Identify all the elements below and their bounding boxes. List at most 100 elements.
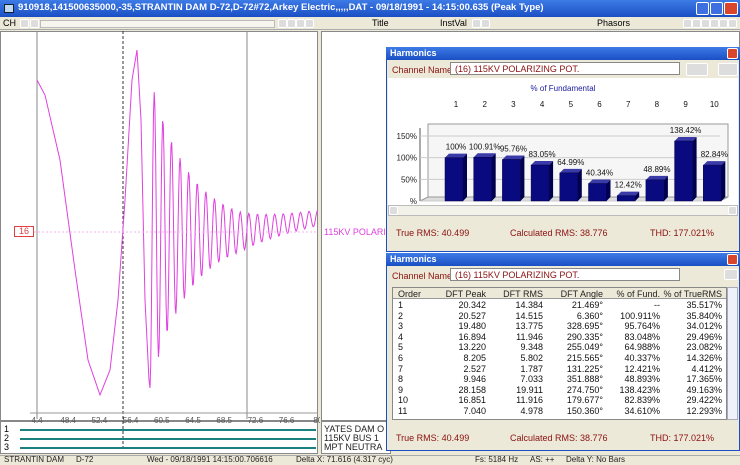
toolbar-button[interactable] (710, 19, 719, 28)
toolbar-phasors: Phasors (597, 18, 631, 28)
table-cell: 35.840% (686, 310, 722, 321)
table-cell: 14.384 (515, 300, 543, 310)
window-title: 910918,141500635000,-35,STRANTIN DAM D-7… (18, 2, 544, 13)
order-label: 9 (683, 100, 688, 109)
table-cell: 131.225° (566, 363, 603, 374)
table-cell: 16.894 (458, 331, 486, 342)
table-cell: 14.515 (515, 310, 543, 321)
value-label: 95.76% (500, 145, 527, 154)
true-rms: True RMS: 40.499 (396, 228, 470, 238)
table-cell: 4.412% (691, 363, 722, 374)
table-cell: 2.527 (463, 363, 486, 374)
order-label: 8 (655, 100, 660, 109)
table-cell: 7 (398, 363, 404, 374)
value-label: 40.34% (586, 169, 613, 178)
order-label: 6 (597, 100, 602, 109)
bar-side (577, 168, 582, 201)
chart-type-button[interactable] (724, 269, 738, 280)
table-cell: 29.422% (686, 395, 722, 406)
toolbar-button[interactable] (728, 19, 737, 28)
minimize-button[interactable] (696, 2, 709, 15)
close-button[interactable] (724, 2, 738, 15)
table-cell: 40.337% (624, 353, 660, 363)
bar-top (588, 179, 611, 184)
title-bar (0, 0, 740, 17)
table-cell: 290.335° (566, 331, 603, 342)
harmonics-chart: % of Fundamental% 50% 100% 150% 1 100% 2 100.91… (388, 78, 738, 212)
channel-number-box: 16 (14, 226, 34, 237)
order-label: 5 (569, 100, 574, 109)
close-button[interactable] (727, 254, 738, 265)
toolbar-button[interactable] (481, 19, 490, 28)
bar-top (473, 153, 496, 158)
toolbar-button[interactable] (278, 19, 287, 28)
chart-options-button[interactable] (718, 63, 738, 76)
table-cell: 9 (398, 384, 404, 395)
order-label: 1 (454, 100, 459, 109)
channel-name-value: (16) 115KV POLARIZING POT. (455, 270, 580, 280)
table-cell: 12.421% (624, 363, 660, 374)
bar-side (463, 153, 467, 201)
channel-name: MPT NEUTRA (324, 442, 383, 452)
table-cell: -- (654, 300, 660, 310)
toolbar-button[interactable] (305, 19, 314, 28)
table-cell: 29.496% (686, 331, 722, 342)
column-header: DFT RMS (503, 289, 543, 299)
maximize-button[interactable] (710, 2, 723, 15)
toolbar-button[interactable] (472, 19, 481, 28)
toolbar-button[interactable] (701, 19, 710, 28)
table-cell: 16.851 (458, 395, 486, 406)
order-label: 2 (482, 100, 487, 109)
bar-side (692, 137, 697, 201)
table-cell: 4.978 (520, 406, 543, 416)
table-cell: 9.946 (463, 374, 486, 385)
bar (473, 157, 492, 202)
table-cell: 48.893% (624, 374, 660, 385)
value-label: 100.91% (469, 142, 501, 151)
harmonics-title-bar (386, 47, 740, 60)
table-cell: 11.916 (516, 395, 543, 406)
order-label: 4 (540, 100, 545, 109)
table-header-bg (393, 288, 726, 299)
table-cell: 7.033 (520, 374, 543, 385)
bar-top (445, 153, 467, 158)
bar-side (606, 179, 611, 201)
toolbar-button[interactable] (719, 19, 728, 28)
table-cell: 215.565° (566, 353, 603, 363)
bar-side (491, 153, 496, 201)
table-cell: 5 (398, 342, 404, 353)
table-cell: 255.049° (566, 342, 603, 353)
x-tick-label: 64.5 (185, 416, 201, 425)
scroll-button[interactable] (728, 206, 737, 215)
toolbar-button[interactable] (683, 19, 692, 28)
x-tick-label: 72.6 (248, 416, 264, 425)
scroll-button[interactable] (30, 19, 39, 28)
true-rms: True RMS: 40.499 (396, 433, 470, 443)
scroll-button[interactable] (20, 19, 29, 28)
table-cell: 150.360° (566, 406, 603, 416)
table-cell: 28.158 (458, 384, 486, 395)
toolbar-button[interactable] (296, 19, 305, 28)
channel-marker (324, 425, 325, 426)
table-cell: 3 (398, 321, 404, 332)
channel-name: YATES DAM O (324, 424, 385, 434)
scroll-button[interactable] (389, 206, 398, 215)
bar (674, 140, 693, 202)
table-cell: 2 (398, 310, 404, 321)
toolbar-title: Title (372, 18, 389, 28)
harmonics-title: Harmonics (390, 48, 437, 58)
status-field: Wed - 09/18/1991 14:15:00.706616 (147, 455, 273, 464)
table-cell: 138.423% (619, 384, 660, 395)
close-button[interactable] (727, 48, 738, 59)
waveform-trace (36, 49, 319, 397)
bar-top (559, 168, 582, 173)
chart-type-button[interactable] (686, 63, 708, 76)
table-cell: 6 (398, 353, 404, 363)
status-field: STRANTIN DAM (4, 455, 64, 464)
channel-name-label: Channel Name: (392, 271, 455, 281)
toolbar-button[interactable] (692, 19, 701, 28)
x-tick-label: 52.4 (92, 416, 108, 425)
channel-number: 1 (4, 424, 10, 434)
toolbar-button[interactable] (287, 19, 296, 28)
table-scrollbar (727, 287, 738, 420)
